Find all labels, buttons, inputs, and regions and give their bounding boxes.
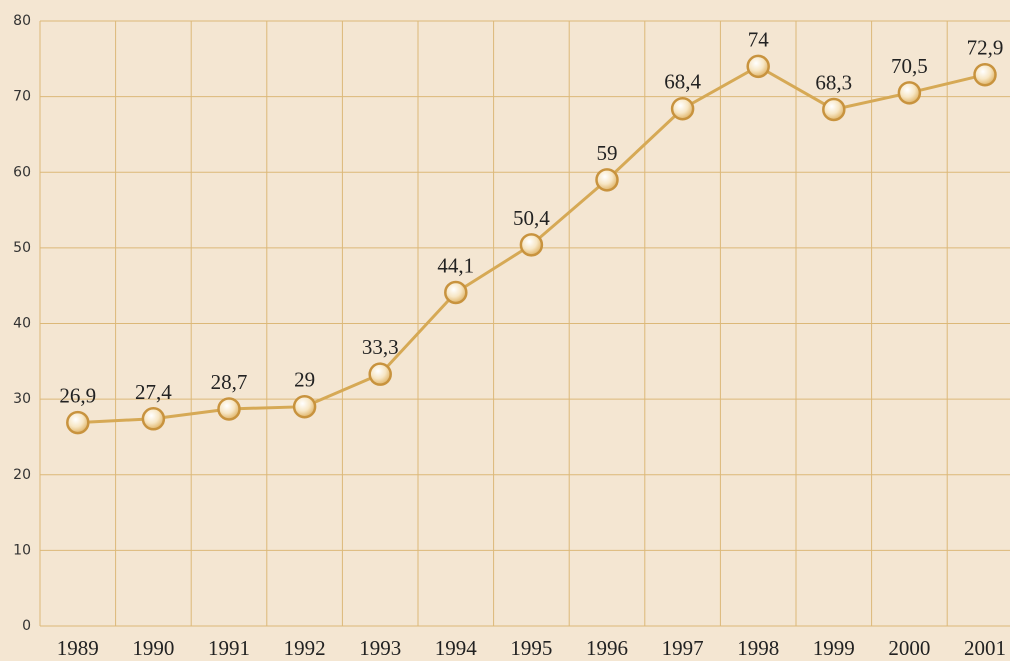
data-label: 29 [294,368,315,392]
y-tick-label: 70 [13,89,31,105]
y-tick-label: 60 [13,164,31,180]
data-label: 27,4 [135,380,172,404]
y-tick-label: 20 [13,467,31,483]
x-tick-label: 2001 [964,636,1006,660]
marker [217,397,241,421]
data-label: 72,9 [967,36,1004,60]
data-label: 68,4 [664,70,701,94]
data-label: 59 [597,141,618,165]
data-label: 68,3 [815,70,852,94]
y-tick-label: 10 [13,542,31,558]
data-label: 44,1 [437,253,474,277]
y-tick-label: 80 [13,13,31,29]
marker [141,407,166,431]
marker [822,97,846,122]
x-tick-label: 1999 [813,636,855,660]
data-label: 50,4 [513,206,550,230]
x-tick-label: 1989 [57,636,99,660]
y-tick-label: 0 [22,618,31,634]
data-label: 26,9 [59,384,96,408]
marker [444,280,468,305]
x-tick-label: 1995 [510,636,552,660]
marker [519,233,544,257]
x-tick-label: 1994 [435,636,478,660]
y-tick-label: 40 [13,316,31,332]
x-tick-label: 1998 [737,636,779,660]
y-tick-label: 50 [13,240,31,256]
data-label: 70,5 [891,54,928,78]
x-tick-label: 1991 [208,636,250,660]
data-label: 28,7 [211,370,248,394]
marker [368,362,392,386]
marker [973,62,997,87]
x-tick-label: 2000 [888,636,930,660]
marker [292,394,317,419]
data-label: 33,3 [362,335,399,359]
marker [670,96,695,121]
x-tick-label: 1993 [359,636,401,660]
x-tick-label: 1997 [662,636,704,660]
marker [897,81,922,105]
data-label: 74 [748,27,770,51]
x-tick-label: 1992 [284,636,326,660]
x-tick-label: 1996 [586,636,628,660]
marker [595,168,619,192]
marker [746,54,770,79]
marker [66,410,90,435]
x-tick-label: 1990 [132,636,174,660]
y-tick-label: 30 [13,391,31,407]
